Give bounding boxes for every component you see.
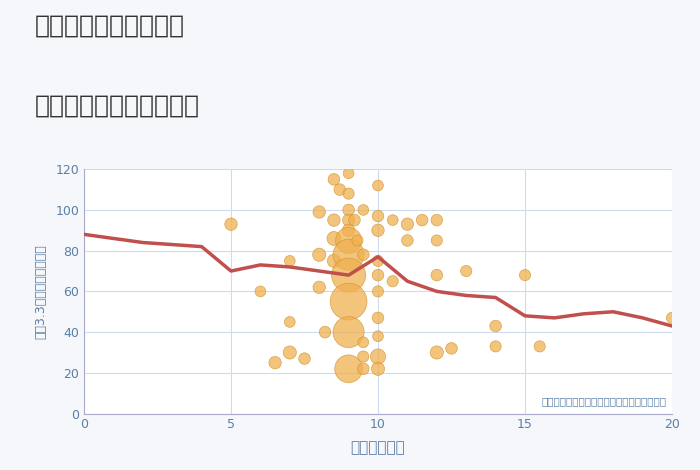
Point (343, 251, 354, 258)
X-axis label: 駅距離（分）: 駅距離（分） (351, 440, 405, 455)
Point (284, 257, 295, 265)
Point (431, 349, 442, 356)
Point (446, 345, 457, 352)
Y-axis label: 坪（3.3㎡）単価（万円）: 坪（3.3㎡）単価（万円） (34, 244, 47, 339)
Point (314, 283, 325, 291)
Point (358, 353, 369, 360)
Point (387, 216, 398, 224)
Text: 駅距離別中古戸建て価格: 駅距離別中古戸建て価格 (35, 94, 200, 118)
Point (372, 353, 384, 360)
Point (358, 365, 369, 373)
Point (431, 271, 442, 279)
Point (343, 271, 354, 279)
Point (343, 170, 354, 177)
Point (402, 220, 413, 228)
Point (343, 298, 354, 306)
Point (372, 271, 384, 279)
Point (666, 314, 678, 321)
Point (225, 220, 237, 228)
Point (372, 314, 384, 321)
Point (461, 267, 472, 275)
Point (255, 288, 266, 295)
Point (387, 277, 398, 285)
Text: 千葉県鎌ヶ谷市丸山の: 千葉県鎌ヶ谷市丸山の (35, 14, 185, 38)
Point (490, 322, 501, 330)
Point (343, 365, 354, 373)
Point (372, 212, 384, 220)
Point (519, 271, 531, 279)
Point (431, 216, 442, 224)
Point (358, 251, 369, 258)
Point (314, 208, 325, 216)
Point (416, 216, 428, 224)
Point (328, 235, 339, 242)
Point (319, 329, 330, 336)
Point (358, 206, 369, 214)
Point (284, 318, 295, 326)
Point (372, 332, 384, 340)
Point (343, 329, 354, 336)
Point (328, 216, 339, 224)
Point (372, 227, 384, 234)
Point (314, 251, 325, 258)
Point (334, 186, 345, 193)
Point (534, 343, 545, 350)
Text: 円の大きさは、取引のあった物件面積を示す: 円の大きさは、取引のあった物件面積を示す (541, 396, 666, 406)
Point (299, 355, 310, 362)
Point (328, 176, 339, 183)
Point (372, 288, 384, 295)
Point (490, 343, 501, 350)
Point (352, 237, 363, 244)
Point (343, 227, 354, 234)
Point (402, 237, 413, 244)
Point (328, 257, 339, 265)
Point (270, 359, 281, 367)
Point (284, 349, 295, 356)
Point (358, 338, 369, 346)
Point (372, 182, 384, 189)
Point (343, 237, 354, 244)
Point (349, 216, 360, 224)
Point (343, 190, 354, 197)
Point (343, 206, 354, 214)
Point (431, 237, 442, 244)
Point (372, 365, 384, 373)
Point (343, 216, 354, 224)
Point (372, 257, 384, 265)
